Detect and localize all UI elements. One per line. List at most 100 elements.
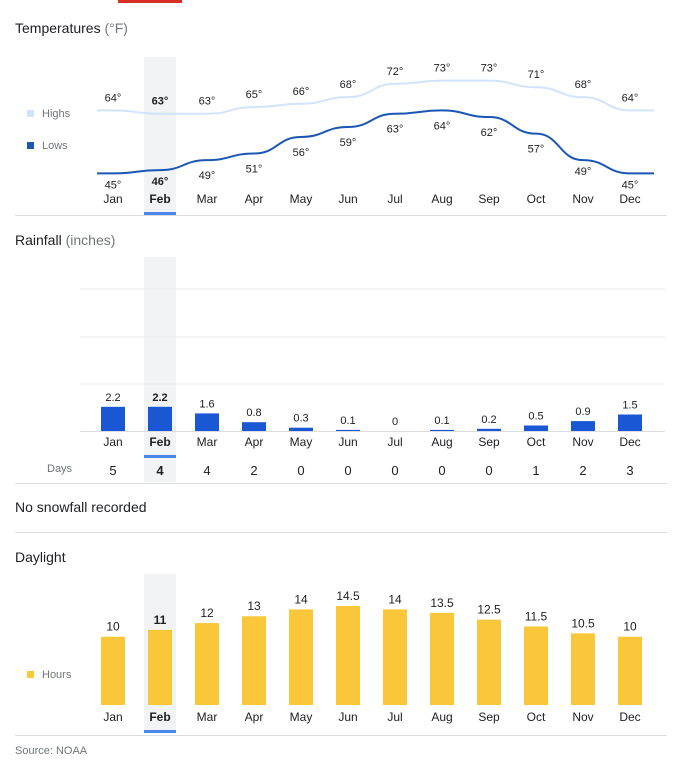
lows-data-label: 49° <box>575 166 592 178</box>
daylight-month-label: Aug <box>431 710 452 724</box>
rainfall-data-label: 0.1 <box>340 415 355 427</box>
rainfall-data-label: 2.2 <box>105 392 120 404</box>
highs-data-label: 63° <box>152 96 169 108</box>
highs-data-label: 68° <box>340 79 357 91</box>
rainfall-bar <box>618 414 642 431</box>
rainfall-days-value: 4 <box>203 463 210 478</box>
rainfall-days-label: Days <box>47 463 73 475</box>
daylight-bar <box>101 636 125 705</box>
daylight-month-label: Jun <box>338 710 357 724</box>
temperatures-month-label: Jun <box>338 192 357 206</box>
rainfall-data-label: 0.9 <box>575 406 590 418</box>
rainfall-days-value: 2 <box>579 463 586 478</box>
temperatures-month-label: Mar <box>197 192 218 206</box>
lows-data-label: 45° <box>622 179 639 191</box>
rainfall-month-label: Oct <box>527 435 546 449</box>
rainfall-data-label: 2.2 <box>152 392 167 404</box>
rainfall-selected-underline <box>144 455 176 458</box>
top-tab-accent <box>118 0 182 3</box>
daylight-data-label: 14 <box>388 592 402 606</box>
rainfall-bar <box>524 425 548 431</box>
daylight-bar <box>195 623 219 705</box>
daylight-month-label: May <box>290 710 313 724</box>
rainfall-days-value: 5 <box>109 463 116 478</box>
highs-data-label: 66° <box>293 86 310 98</box>
highs-data-label: 72° <box>387 66 404 78</box>
daylight-bar <box>383 609 407 705</box>
rainfall-data-label: 0.8 <box>246 407 261 419</box>
temperatures-month-label: Apr <box>245 192 264 206</box>
source-note: Source: NOAA <box>15 745 88 757</box>
daylight-data-label: 11.5 <box>525 609 548 623</box>
rainfall-bar <box>101 406 125 431</box>
temperatures-month-label: Feb <box>149 192 170 206</box>
rainfall-bar <box>430 429 454 431</box>
snowfall-divider <box>15 532 667 533</box>
rainfall-days-value: 0 <box>438 463 445 478</box>
rainfall-data-label: 0.2 <box>481 414 496 426</box>
rainfall-month-label: Jun <box>338 435 357 449</box>
lows-data-label: 45° <box>105 179 122 191</box>
lows-data-label: 62° <box>481 127 498 139</box>
rainfall-days-value: 1 <box>532 463 539 478</box>
daylight-data-label: 13.5 <box>430 596 454 610</box>
rainfall-divider <box>15 483 667 484</box>
temperatures-month-label: May <box>290 192 313 206</box>
rainfall-unit: (inches) <box>65 232 116 248</box>
temperatures-title-text: Temperatures <box>15 20 101 36</box>
snowfall-note: No snowfall recorded <box>15 499 147 515</box>
temperatures-selected-underline <box>144 212 176 215</box>
lows-data-label: 51° <box>246 164 263 176</box>
rainfall-days-value: 3 <box>626 463 633 478</box>
daylight-title-text: Daylight <box>15 549 66 565</box>
rainfall-days-value: 4 <box>156 463 164 478</box>
rainfall-data-label: 0 <box>392 416 398 428</box>
rainfall-month-label: Dec <box>619 435 640 449</box>
daylight-month-label: Sep <box>478 710 500 724</box>
daylight-data-label: 14 <box>294 592 308 606</box>
rainfall-month-label: May <box>290 435 313 449</box>
daylight-bar <box>477 619 501 705</box>
rainfall-chart: 2.2 2.2 1.6 0.8 0.3 0.1 0 0.1 0.2 0.5 0.9 1.5 Jan Feb… <box>47 257 665 482</box>
daylight-bar <box>289 609 313 705</box>
lows-data-label: 57° <box>528 144 545 156</box>
daylight-bar <box>430 612 454 705</box>
highs-data-label: 68° <box>575 79 592 91</box>
temperatures-month-label: Nov <box>572 192 593 206</box>
rainfall-month-label: Nov <box>572 435 593 449</box>
daylight-data-label: 12 <box>200 606 214 620</box>
temperatures-selected-band <box>144 57 176 213</box>
rainfall-bar <box>195 413 219 431</box>
lows-line <box>97 109 654 175</box>
rainfall-selected-band <box>144 257 176 482</box>
daylight-title: Daylight <box>15 549 66 565</box>
daylight-bar <box>336 606 360 705</box>
temperatures-month-label: Jan <box>103 192 122 206</box>
temperatures-month-label: Jul <box>387 192 402 206</box>
rainfall-days-value: 0 <box>344 463 351 478</box>
rainfall-bar <box>336 429 360 431</box>
highs-data-label: 64° <box>105 92 122 104</box>
rainfall-data-label: 0.5 <box>528 411 543 423</box>
daylight-data-label: 14.5 <box>336 589 360 603</box>
daylight-bar <box>148 629 172 705</box>
daylight-chart: 10 11 12 13 14 14.5 14 13.5 12.5 11.5 10.5 10 Hours J… <box>27 574 642 733</box>
rainfall-month-label: Aug <box>431 435 452 449</box>
rainfall-month-label: Jan <box>103 435 122 449</box>
rainfall-month-label: Feb <box>149 435 170 449</box>
rainfall-month-label: Jul <box>387 435 402 449</box>
lows-legend-label: Lows <box>42 140 68 152</box>
rainfall-month-label: Mar <box>197 435 218 449</box>
daylight-month-label: Apr <box>245 710 264 724</box>
rainfall-data-label: 0.3 <box>293 413 308 425</box>
rainfall-month-label: Sep <box>478 435 500 449</box>
highs-data-label: 63° <box>199 96 216 108</box>
daylight-data-label: 13 <box>247 599 261 613</box>
rainfall-data-label: 0.1 <box>434 415 449 427</box>
highs-line <box>97 79 654 115</box>
daylight-data-label: 11 <box>154 613 167 627</box>
daylight-data-label: 10 <box>106 620 120 634</box>
temperatures-title: Temperatures (°F) <box>15 20 128 36</box>
daylight-month-label: Nov <box>572 710 593 724</box>
